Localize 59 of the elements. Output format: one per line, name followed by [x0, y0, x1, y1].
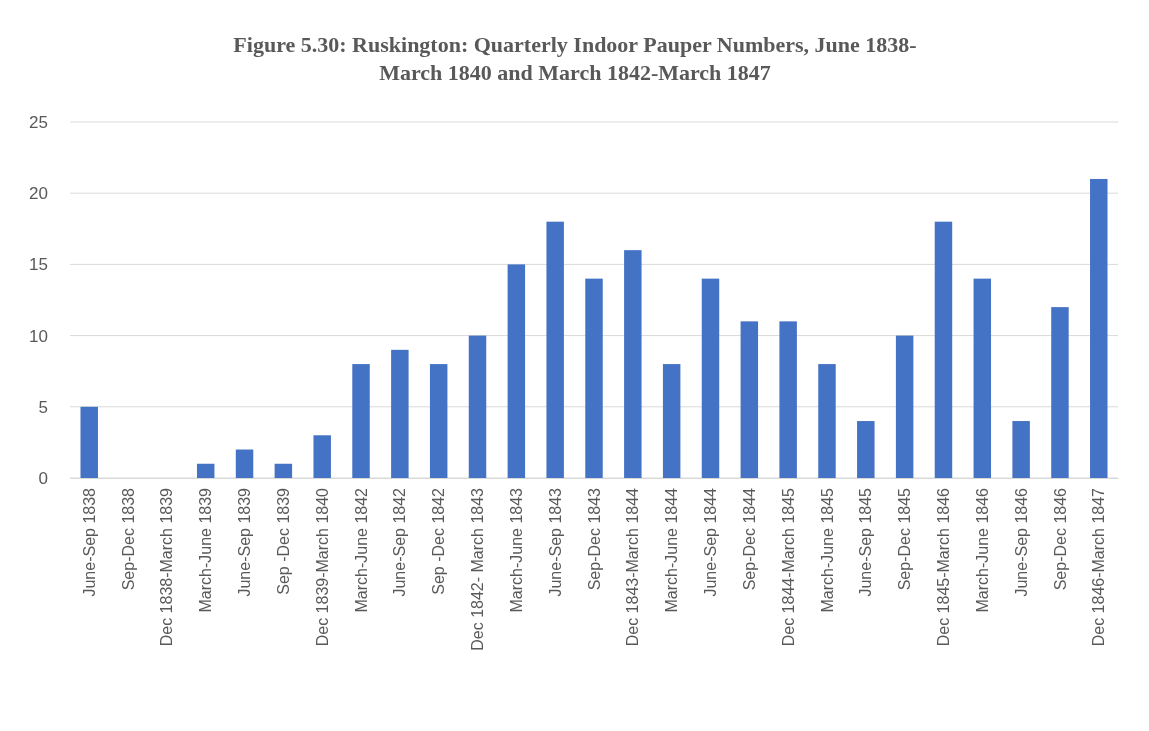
x-tick-label: Sep-Dec 1844: [740, 487, 758, 591]
y-tick-label: 10: [29, 326, 48, 346]
bar: [429, 364, 448, 478]
y-tick-label: 20: [29, 184, 48, 204]
bar: [818, 364, 836, 478]
bar: [857, 421, 875, 478]
bar: [507, 264, 526, 478]
x-tick-label: Dec 1845-March 1846: [935, 487, 953, 647]
bar: [662, 364, 681, 478]
bar: [391, 349, 409, 478]
x-tick-label: June-Sep 1846: [1012, 487, 1030, 597]
bar: [895, 335, 914, 478]
bar: [701, 278, 720, 478]
bar: [313, 435, 331, 478]
x-tick-label: March-June 1845: [818, 487, 836, 613]
x-tick-label: Dec 1842- March 1843: [469, 487, 487, 651]
x-tick-label: Sep-Dec 1843: [585, 487, 603, 591]
x-tick-label: June-Sep 1843: [546, 487, 564, 597]
bar: [1090, 178, 1108, 478]
x-tick-label: June-Sep 1838: [80, 487, 98, 597]
x-tick-label: June-Sep 1845: [857, 487, 875, 597]
x-tick-label: Dec 1839-March 1840: [313, 487, 331, 647]
x-tick-label: March-June 1843: [507, 487, 525, 613]
bar: [624, 250, 642, 478]
bar: [1051, 307, 1069, 478]
bar: [1012, 421, 1030, 478]
bar: [80, 406, 98, 478]
x-tick-label: Dec 1846-March 1847: [1090, 487, 1108, 647]
bar: [235, 449, 254, 478]
x-tick-label: June-Sep 1839: [236, 487, 254, 597]
bar: [740, 321, 759, 478]
y-tick-label: 0: [38, 468, 48, 488]
x-tick-label: March-June 1842: [352, 487, 370, 613]
x-tick-label: Sep -Dec 1839: [274, 487, 292, 595]
y-tick-label: 25: [29, 112, 48, 132]
y-tick-label: 5: [38, 397, 48, 417]
bar: [934, 221, 953, 478]
x-tick-label: March-June 1846: [973, 487, 991, 613]
x-tick-label: Dec 1844-March 1845: [779, 487, 797, 647]
bar: [585, 278, 603, 478]
x-tick-label: Sep-Dec 1838: [119, 487, 137, 591]
x-tick-label: Sep-Dec 1846: [1051, 487, 1069, 591]
bar: [274, 463, 293, 478]
x-tick-label: June-Sep 1842: [391, 487, 409, 597]
x-tick-label: March-June 1844: [663, 487, 681, 613]
x-tick-label: Sep-Dec 1845: [896, 487, 914, 591]
bar: [468, 335, 487, 478]
x-tick-label: Sep -Dec 1842: [430, 487, 448, 595]
y-tick-label: 15: [29, 255, 48, 275]
bar: [196, 463, 215, 478]
bar: [352, 364, 370, 478]
x-tick-label: Dec 1843-March 1844: [624, 487, 642, 647]
x-tick-label: March-June 1839: [197, 487, 215, 613]
bar: [779, 321, 797, 478]
x-tick-label: Dec 1838-March 1839: [158, 487, 176, 647]
x-tick-label: June-Sep 1844: [702, 487, 720, 597]
bar: [546, 221, 564, 478]
bar: [973, 278, 992, 478]
chart-title: Figure 5.30: Ruskington: Quarterly Indoor Pauper Numbers, June 1838- March 1840 and March 1842-March 1847: [233, 32, 917, 85]
